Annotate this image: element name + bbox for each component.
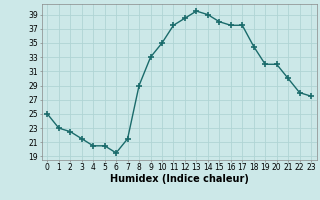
X-axis label: Humidex (Indice chaleur): Humidex (Indice chaleur): [110, 174, 249, 184]
